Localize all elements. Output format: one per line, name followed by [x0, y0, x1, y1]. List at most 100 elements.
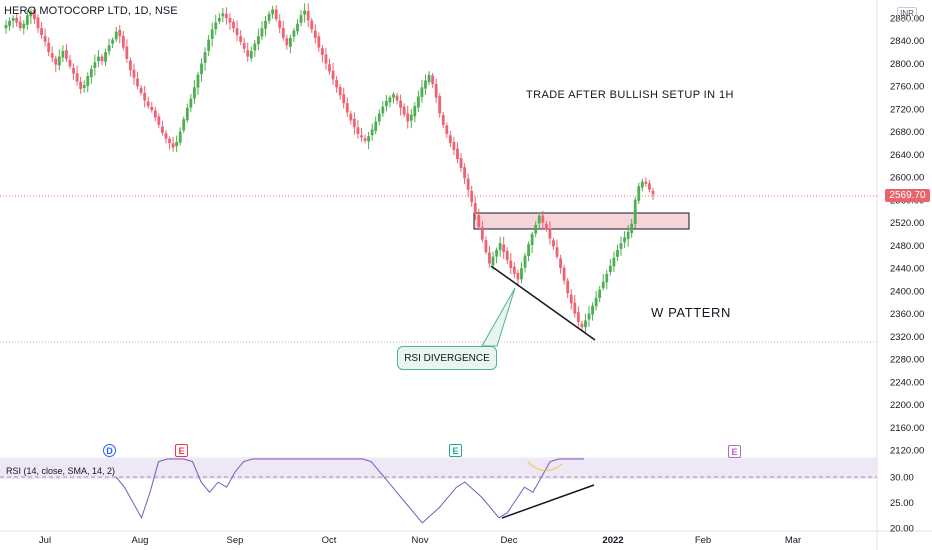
rsi-trendline: [501, 484, 595, 519]
candle-body: [601, 281, 605, 289]
price-tick-label: 2600.00: [890, 173, 924, 184]
candle-body: [633, 199, 637, 225]
price-tick-label: 2320.00: [890, 332, 924, 343]
rsi-line: [115, 458, 584, 524]
candle-body: [86, 75, 90, 86]
rsi-axis: 30.00 25.00 20.00: [890, 473, 914, 535]
candle-body: [47, 42, 51, 53]
w-pattern-annotation[interactable]: W PATTERN: [651, 305, 732, 320]
candle-body: [356, 127, 360, 134]
candle-body: [416, 96, 420, 108]
candle-body: [89, 69, 93, 78]
resistance-zone: [473, 212, 690, 230]
candle-body: [175, 141, 179, 147]
candle-body: [61, 50, 65, 58]
candle-body: [278, 20, 282, 29]
candle-body: [22, 23, 26, 29]
candle-body: [438, 96, 442, 114]
candle-body: [161, 126, 164, 133]
candle-body: [626, 231, 630, 239]
candle-body: [189, 98, 193, 108]
candle-body: [598, 289, 602, 299]
candle-body: [210, 29, 214, 39]
rsi-legend[interactable]: RSI (14, close, SMA, 14, 2): [6, 466, 116, 476]
candle-body: [68, 59, 72, 67]
rsi-tick-label: 20.00: [890, 524, 914, 535]
price-tick-label: 2120.00: [890, 446, 924, 457]
rsi-band: [0, 459, 877, 479]
rsi-divergence-callout-label[interactable]: RSI DIVERGENCE: [397, 346, 497, 370]
time-tick-label: Jul: [39, 535, 51, 546]
candle-body: [523, 255, 527, 268]
candle-body: [50, 53, 54, 58]
candle-body: [338, 87, 342, 96]
setup-annotation[interactable]: TRADE AFTER BULLISH SETUP IN 1H: [526, 89, 734, 101]
price-tick-label: 2160.00: [890, 423, 924, 434]
candle-body: [384, 100, 388, 107]
candle-body: [623, 237, 626, 243]
candle-body: [33, 9, 36, 20]
candle-body: [253, 43, 257, 51]
candle-body: [630, 223, 634, 234]
candle-body: [129, 60, 132, 71]
candle-body: [296, 23, 299, 32]
candle-body: [15, 17, 19, 23]
candle-body: [40, 28, 43, 36]
chart-title: HERO MOTOCORP LTD, 1D, NSE: [4, 5, 178, 17]
candle-body: [502, 244, 506, 253]
candle-body: [413, 106, 417, 117]
candle-body: [118, 29, 122, 37]
candle-body: [640, 181, 644, 188]
price-tick-label: 2720.00: [890, 104, 924, 115]
time-tick-label: 2022: [602, 535, 623, 546]
candle-body: [203, 52, 207, 63]
dividend-event-icon[interactable]: D: [103, 444, 116, 457]
candle-body: [488, 252, 491, 264]
candle-body: [107, 45, 111, 52]
candle-body: [605, 273, 609, 283]
time-axis: Jul Aug Sep Oct Nov Dec 2022 Feb Mar: [39, 535, 801, 546]
price-tick-label: 2880.00: [890, 14, 924, 25]
candle-body: [4, 24, 8, 29]
candle-body: [466, 178, 470, 190]
price-tick-label: 2840.00: [890, 36, 924, 47]
candle-body: [132, 69, 136, 78]
candle-body: [281, 28, 285, 38]
candle-body: [136, 78, 139, 87]
rsi-sma-line: [527, 461, 563, 471]
price-tick-label: 2800.00: [890, 59, 924, 70]
candle-body: [54, 58, 58, 65]
candle-body: [352, 118, 356, 128]
candle-body: [420, 87, 424, 98]
candle-body: [157, 116, 161, 125]
candle-body: [171, 143, 175, 148]
candle-body: [328, 64, 331, 72]
candle-body: [65, 50, 68, 59]
candle-body: [576, 312, 580, 323]
candle-body: [587, 313, 591, 320]
candle-body: [431, 75, 434, 84]
candle-body: [619, 243, 623, 249]
upcoming-earnings-event-icon[interactable]: E: [728, 445, 741, 458]
candle-body: [164, 133, 168, 139]
time-tick-label: Aug: [132, 535, 149, 546]
candle-body: [168, 138, 171, 144]
candle-body: [267, 14, 271, 21]
candle-body: [381, 106, 385, 114]
price-tick-label: 2240.00: [890, 377, 924, 388]
price-tick-label: 2760.00: [890, 82, 924, 93]
candle-body: [452, 141, 456, 150]
candle-body: [637, 186, 641, 201]
candle-body: [616, 249, 619, 257]
candle-body: [25, 15, 29, 25]
candle-body: [345, 103, 349, 113]
rsi-divergence-callout: [481, 287, 516, 347]
price-tick-label: 2200.00: [890, 400, 924, 411]
candles: [4, 3, 655, 333]
earnings-event-icon[interactable]: E: [175, 444, 188, 457]
candle-body: [146, 101, 150, 107]
currency-label[interactable]: INR: [897, 7, 917, 21]
rsi-panel: [115, 458, 584, 524]
candle-body: [651, 190, 655, 195]
earnings-event-icon[interactable]: E: [449, 444, 462, 457]
